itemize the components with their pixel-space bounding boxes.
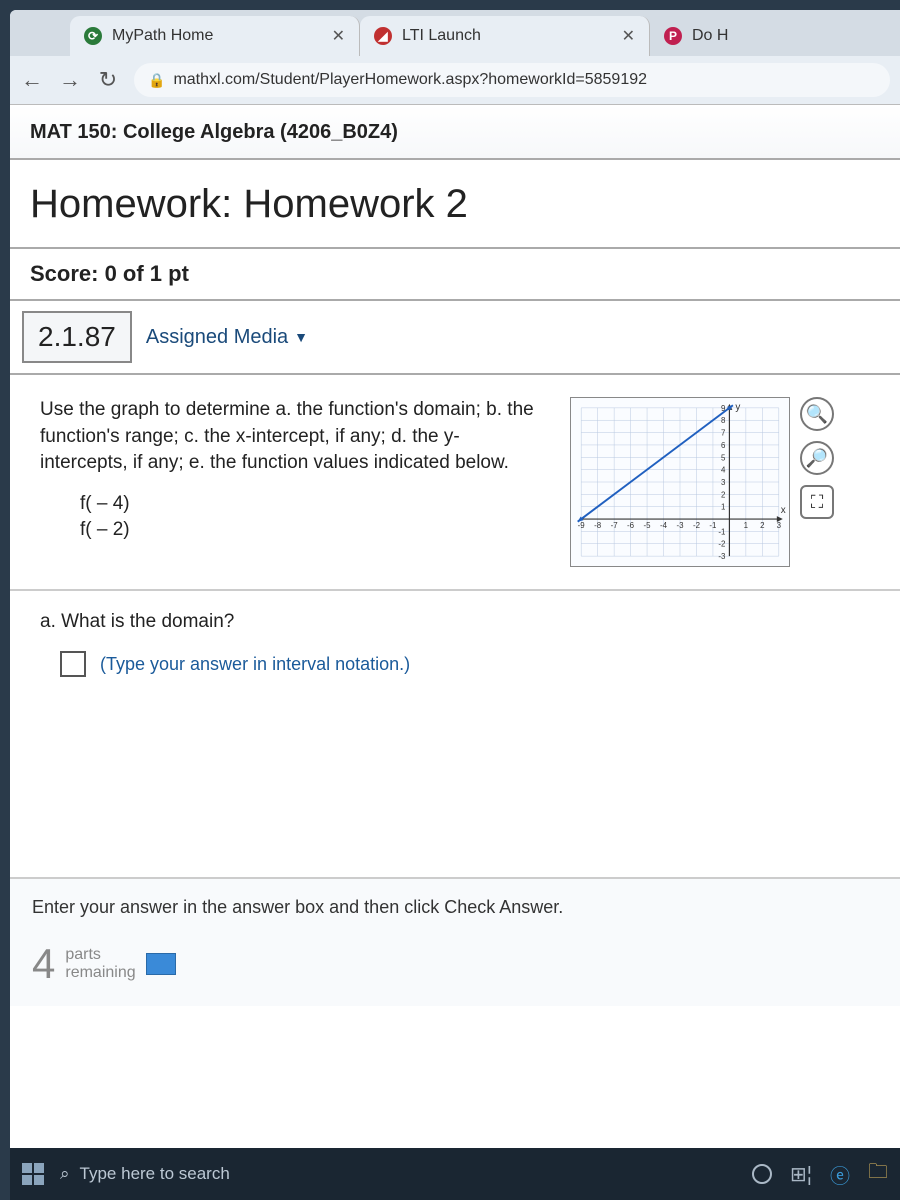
svg-text:8: 8 (721, 416, 726, 425)
svg-text:-7: -7 (611, 521, 618, 530)
svg-text:1: 1 (721, 503, 725, 512)
svg-text:3: 3 (777, 521, 782, 530)
score-label: Score: 0 of 1 pt (10, 249, 900, 301)
url-text: mathxl.com/Student/PlayerHomework.aspx?h… (173, 71, 647, 89)
svg-text:-5: -5 (644, 521, 652, 530)
svg-text:-8: -8 (594, 521, 602, 530)
lock-icon: 🔒 (148, 72, 165, 89)
progress-indicator (146, 953, 176, 975)
svg-text:-3: -3 (718, 552, 726, 561)
answer-input[interactable] (60, 651, 86, 677)
svg-text:6: 6 (721, 441, 726, 450)
svg-text:-6: -6 (627, 521, 635, 530)
browser-tab-do[interactable]: P Do H (650, 16, 770, 56)
zoom-out-icon[interactable]: 🔎 (800, 441, 834, 475)
answer-hint: (Type your answer in interval notation.) (100, 654, 410, 675)
svg-text:3: 3 (721, 478, 726, 487)
svg-text:7: 7 (721, 429, 725, 438)
edge-icon[interactable]: ⓔ (830, 1160, 850, 1189)
sub-question: a. What is the domain? (10, 591, 900, 643)
tab-favicon-icon: ⟳ (84, 27, 102, 45)
parts-count: 4 (32, 940, 55, 988)
expand-icon[interactable]: ⛶ (800, 485, 834, 519)
explorer-icon[interactable]: 🗀 (868, 1157, 888, 1191)
svg-text:2: 2 (721, 490, 725, 499)
problem-area: Use the graph to determine a. the functi… (10, 375, 900, 591)
taskbar-search[interactable]: ⌕ Type here to search (60, 1164, 736, 1184)
svg-text:2: 2 (760, 521, 764, 530)
nav-reload-icon[interactable]: ↻ (96, 67, 120, 93)
browser-tab-mypath[interactable]: ⟳ MyPath Home ✕ (70, 16, 360, 56)
nav-back-icon[interactable]: ← (20, 67, 44, 93)
tab-close-icon[interactable]: ✕ (328, 26, 349, 46)
tab-title: MyPath Home (112, 27, 318, 45)
question-header-row: 2.1.87 Assigned Media ▼ (10, 301, 900, 375)
graph-column: -9-8-7-6-5-4-3-2-1123-3-2-1123456789xy 🔍… (570, 397, 870, 567)
graph-tools: 🔍 🔎 ⛶ (800, 397, 834, 519)
start-button[interactable] (22, 1163, 44, 1185)
fn-value-1: f( – 4) (80, 491, 540, 518)
homework-title: Homework: Homework 2 (10, 160, 900, 249)
tab-close-icon[interactable]: ✕ (618, 26, 639, 46)
svg-text:y: y (735, 402, 740, 413)
problem-text: Use the graph to determine a. the functi… (40, 397, 540, 567)
svg-text:4: 4 (721, 466, 726, 475)
windows-taskbar: ⌕ Type here to search ⊞¦ ⓔ 🗀 (10, 1148, 900, 1200)
fn-value-2: f( – 2) (80, 517, 540, 544)
nav-forward-icon[interactable]: → (58, 67, 82, 93)
answer-row: (Type your answer in interval notation.) (10, 643, 900, 707)
browser-tab-lti[interactable]: ◢ LTI Launch ✕ (360, 16, 650, 56)
svg-text:-2: -2 (718, 540, 725, 549)
tab-title: Do H (692, 27, 760, 45)
svg-text:5: 5 (721, 453, 726, 462)
svg-text:-4: -4 (660, 521, 668, 530)
question-number: 2.1.87 (22, 311, 132, 363)
graph-svg: -9-8-7-6-5-4-3-2-1123-3-2-1123456789xy (571, 398, 789, 566)
tab-favicon-icon: P (664, 27, 682, 45)
problem-prompt: Use the graph to determine a. the functi… (40, 397, 540, 477)
chevron-down-icon: ▼ (294, 329, 308, 345)
zoom-in-icon[interactable]: 🔍 (800, 397, 834, 431)
svg-text:1: 1 (744, 521, 748, 530)
cortana-icon[interactable] (752, 1164, 772, 1184)
svg-text:-3: -3 (676, 521, 684, 530)
address-bar[interactable]: 🔒 mathxl.com/Student/PlayerHomework.aspx… (134, 63, 890, 97)
svg-text:-2: -2 (693, 521, 700, 530)
svg-text:-9: -9 (578, 521, 586, 530)
search-placeholder: Type here to search (80, 1164, 230, 1184)
svg-text:-1: -1 (718, 527, 725, 536)
taskbar-icons: ⊞¦ ⓔ 🗀 (752, 1157, 888, 1191)
instruction-text: Enter your answer in the answer box and … (10, 877, 900, 932)
tab-title: LTI Launch (402, 27, 608, 45)
assigned-media-dropdown[interactable]: Assigned Media ▼ (146, 326, 308, 349)
course-header: MAT 150: College Algebra (4206_B0Z4) (10, 105, 900, 160)
assigned-media-label: Assigned Media (146, 326, 288, 349)
page-content: MAT 150: College Algebra (4206_B0Z4) Hom… (10, 104, 900, 1148)
search-icon: ⌕ (60, 1164, 70, 1184)
browser-tab-strip: ⟳ MyPath Home ✕ ◢ LTI Launch ✕ P Do H (10, 10, 900, 56)
function-graph[interactable]: -9-8-7-6-5-4-3-2-1123-3-2-1123456789xy (570, 397, 790, 567)
browser-toolbar: ← → ↻ 🔒 mathxl.com/Student/PlayerHomewor… (10, 56, 900, 104)
task-view-icon[interactable]: ⊞¦ (790, 1162, 812, 1187)
parts-label: parts remaining (65, 946, 135, 981)
svg-text:x: x (781, 505, 786, 516)
tab-favicon-icon: ◢ (374, 27, 392, 45)
svg-text:-1: -1 (709, 521, 716, 530)
parts-remaining: 4 parts remaining (10, 932, 900, 1006)
